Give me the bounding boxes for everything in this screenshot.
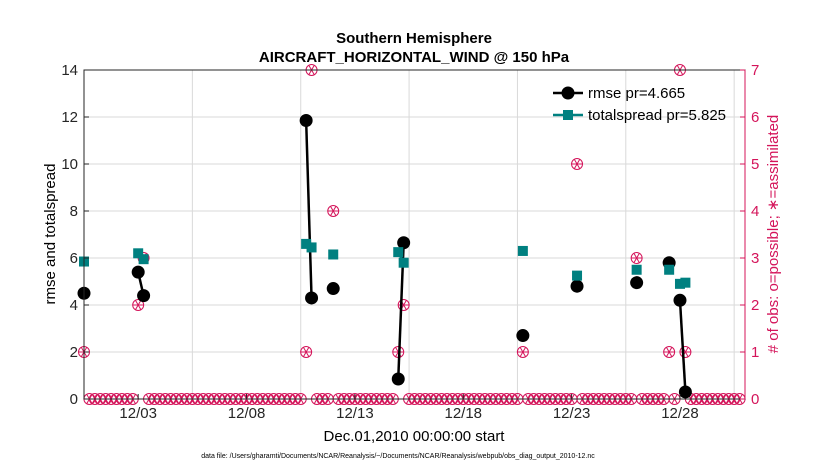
totalspread-point <box>517 245 528 256</box>
totalspread-point <box>133 248 144 259</box>
totalspread-point <box>664 264 675 275</box>
totalspread-point <box>674 278 685 289</box>
obs-count-marker <box>132 299 145 311</box>
obs-assimilated-star <box>519 346 527 358</box>
y-tick-label-left: 12 <box>61 109 78 126</box>
x-tick-label: 12/18 <box>444 405 482 422</box>
legend: rmse pr=4.665 totalspread pr=5.825 <box>553 85 726 124</box>
totalspread-point <box>328 249 339 260</box>
data-file-footnote: data file: /Users/gharamti/Documents/NCA… <box>201 453 595 460</box>
y-tick-label-right: 6 <box>751 109 759 126</box>
rmse-point <box>516 329 530 343</box>
rmse-point <box>299 114 313 128</box>
y-tick-label-right: 4 <box>751 203 759 220</box>
obs-assimilated-star <box>573 158 581 170</box>
y-tick-label-left: 10 <box>61 156 78 173</box>
rmse-point <box>673 293 687 307</box>
obs-assimilated-star <box>302 346 310 358</box>
totalspread-point <box>680 277 691 288</box>
rmse-line <box>678 300 687 393</box>
y-tick-label-right: 1 <box>751 344 759 361</box>
totalspread-point <box>301 238 312 249</box>
x-tick-label: 12/28 <box>661 405 699 422</box>
y-tick-label-right: 3 <box>751 250 759 267</box>
y-tick-label-left: 4 <box>70 297 78 314</box>
x-tick-label: 12/23 <box>553 405 591 422</box>
x-tick-label: 12/13 <box>336 405 374 422</box>
y-tick-label-right: 2 <box>751 297 759 314</box>
obs-count-marker <box>571 158 584 170</box>
legend-rmse-marker <box>561 86 575 100</box>
legend-spread-marker <box>563 110 573 120</box>
y-tick-label-right: 7 <box>751 62 759 79</box>
chart-title: Southern Hemisphere <box>336 30 492 47</box>
totalspread-point <box>393 247 404 258</box>
rmse-point <box>570 279 584 293</box>
chart-subtitle: AIRCRAFT_HORIZONTAL_WIND @ 150 hPa <box>259 49 570 66</box>
y-axis-label-left: rmse and totalspread <box>42 164 59 305</box>
totalspread-point <box>631 264 642 275</box>
y-tick-label-left: 2 <box>70 344 78 361</box>
obs-assimilated-star <box>330 205 337 217</box>
obs-count-marker <box>663 346 676 358</box>
y-tick-label-left: 8 <box>70 203 78 220</box>
rmse-point <box>630 276 644 290</box>
obs-assimilated-star <box>665 346 673 358</box>
x-tick-label: 12/03 <box>119 405 157 422</box>
rmse-point <box>391 372 405 386</box>
obs-count-marker <box>516 346 529 358</box>
rmse-point <box>397 236 411 250</box>
rmse-point <box>305 291 319 305</box>
y-tick-label-right: 0 <box>751 391 759 408</box>
y-tick-label-left: 0 <box>70 391 78 408</box>
rmse-point <box>137 289 151 303</box>
y-axis-label-right: # of obs: o=possible; ∗=assimilated <box>765 115 782 354</box>
y-tick-label-left: 6 <box>70 250 78 267</box>
obs-count-marker <box>327 205 340 217</box>
rmse-point <box>678 385 692 399</box>
obs-assimilated-star <box>134 299 142 311</box>
y-tick-label-right: 5 <box>751 156 759 173</box>
y-tick-label-left: 14 <box>61 62 78 79</box>
grid <box>84 70 745 399</box>
rmse-point <box>326 282 340 296</box>
rmse-point <box>131 265 145 279</box>
legend-spread-label: totalspread pr=5.825 <box>588 107 726 124</box>
rmse-line <box>304 120 313 298</box>
totalspread-point <box>398 257 409 268</box>
totalspread-point <box>572 270 583 281</box>
totalspread-point <box>138 254 149 265</box>
obs-count-marker <box>630 252 643 264</box>
totalspread-point <box>306 242 317 253</box>
x-tick-label: 12/08 <box>228 405 266 422</box>
legend-rmse-label: rmse pr=4.665 <box>588 85 685 102</box>
obs-assimilated-star <box>633 252 640 264</box>
x-axis-label: Dec.01,2010 00:00:00 start <box>324 428 506 445</box>
obs-count-marker <box>300 346 313 358</box>
